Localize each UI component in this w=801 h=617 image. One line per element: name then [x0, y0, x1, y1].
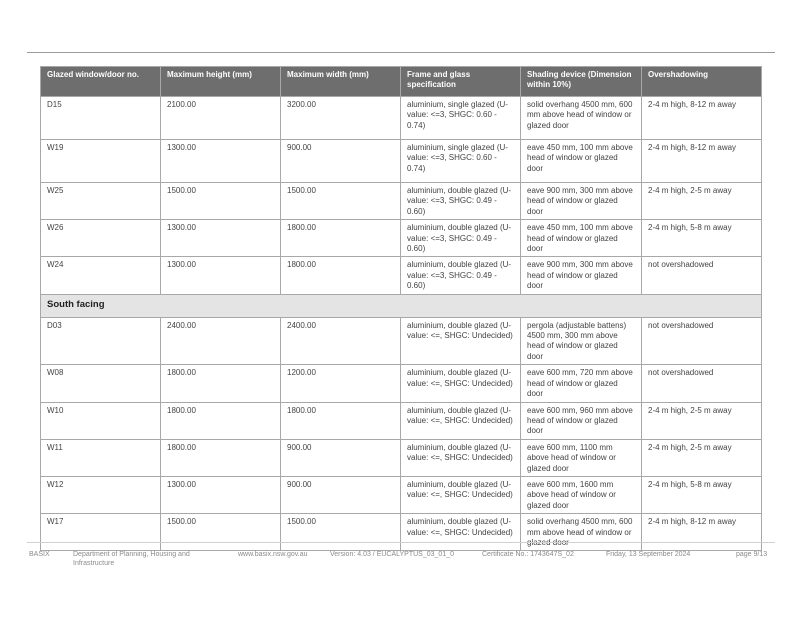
cell-frame-glass: aluminium, double glazed (U-value: <=, S… — [400, 438, 521, 477]
cell-frame-glass: aluminium, double glazed (U-value: <=, S… — [400, 316, 521, 366]
cell-overshadowing: 2-4 m high, 8-12 m away — [641, 513, 762, 552]
cell-shading: eave 450 mm, 100 mm above head of window… — [520, 139, 642, 183]
cell-glazed-no: W10 — [40, 401, 161, 440]
cell-overshadowing: 2-4 m high, 2-5 m away — [641, 401, 762, 440]
footer-page-number: page 9/13 — [736, 551, 768, 558]
footer-version: Version: 4.03 / EUCALYPTUS_03_01_0 — [330, 551, 455, 558]
cell-overshadowing: 2-4 m high, 2-5 m away — [641, 438, 762, 477]
cell-max-height: 2100.00 — [160, 96, 281, 140]
cell-max-height: 2400.00 — [160, 316, 281, 366]
cell-max-width: 1500.00 — [280, 181, 401, 221]
cell-shading: solid overhang 4500 mm, 600 mm above hea… — [520, 96, 642, 140]
cell-frame-glass: aluminium, double glazed (U-value: <=3, … — [400, 219, 521, 258]
cell-glazed-no: W17 — [40, 513, 161, 552]
cell-max-height: 1300.00 — [160, 256, 281, 295]
table-row: W24 1300.00 1800.00 aluminium, double gl… — [40, 256, 762, 295]
cell-glazed-no: W24 — [40, 256, 161, 295]
table-row: W12 1300.00 900.00 aluminium, double gla… — [40, 475, 762, 515]
cell-max-height: 1300.00 — [160, 219, 281, 258]
cell-overshadowing: 2-4 m high, 8-12 m away — [641, 96, 762, 140]
cell-max-width: 900.00 — [280, 475, 401, 515]
table-row: W19 1300.00 900.00 aluminium, single gla… — [40, 139, 762, 183]
cell-max-width: 3200.00 — [280, 96, 401, 140]
cell-frame-glass: aluminium, double glazed (U-value: <=, S… — [400, 364, 521, 403]
cell-shading: eave 900 mm, 300 mm above head of window… — [520, 181, 642, 221]
cell-frame-glass: aluminium, double glazed (U-value: <=, S… — [400, 475, 521, 515]
cell-max-height: 1800.00 — [160, 364, 281, 403]
bottom-divider — [27, 542, 775, 543]
table-row: W10 1800.00 1800.00 aluminium, double gl… — [40, 401, 762, 440]
cell-max-width: 1800.00 — [280, 256, 401, 295]
cell-max-width: 900.00 — [280, 438, 401, 477]
cell-shading: eave 600 mm, 720 mm above head of window… — [520, 364, 642, 403]
cell-max-height: 1500.00 — [160, 513, 281, 552]
cell-shading: eave 600 mm, 1600 mm above head of windo… — [520, 475, 642, 515]
cell-max-width: 1800.00 — [280, 401, 401, 440]
cell-overshadowing: not overshadowed — [641, 364, 762, 403]
cell-overshadowing: 2-4 m high, 5-8 m away — [641, 475, 762, 515]
cell-shading: eave 600 mm, 960 mm above head of window… — [520, 401, 642, 440]
cell-glazed-no: W25 — [40, 181, 161, 221]
cell-max-width: 1200.00 — [280, 364, 401, 403]
cell-max-height: 1800.00 — [160, 438, 281, 477]
cell-frame-glass: aluminium, double glazed (U-value: <=, S… — [400, 401, 521, 440]
cell-frame-glass: aluminium, single glazed (U-value: <=3, … — [400, 96, 521, 140]
footer-basix: BASIX — [29, 551, 50, 558]
cell-glazed-no: W12 — [40, 475, 161, 515]
header-max-height: Maximum height (mm) — [160, 66, 281, 97]
cell-glazed-no: W11 — [40, 438, 161, 477]
cell-shading: eave 900 mm, 300 mm above head of window… — [520, 256, 642, 295]
cell-overshadowing: 2-4 m high, 8-12 m away — [641, 139, 762, 183]
cell-frame-glass: aluminium, double glazed (U-value: <=, S… — [400, 513, 521, 552]
cell-overshadowing: not overshadowed — [641, 316, 762, 366]
cell-glazed-no: W19 — [40, 139, 161, 183]
cell-shading: solid overhang 4500 mm, 600 mm above hea… — [520, 513, 642, 552]
cell-glazed-no: W08 — [40, 364, 161, 403]
footer-date: Friday, 13 September 2024 — [606, 551, 691, 558]
table-row: W11 1800.00 900.00 aluminium, double gla… — [40, 438, 762, 477]
cell-max-height: 1300.00 — [160, 475, 281, 515]
footer-certificate: Certificate No.: 1743647S_02 — [482, 551, 574, 558]
header-max-width: Maximum width (mm) — [280, 66, 401, 97]
header-shading: Shading device (Dimension within 10%) — [520, 66, 642, 97]
cell-shading: eave 600 mm, 1100 mm above head of windo… — [520, 438, 642, 477]
cell-max-height: 1300.00 — [160, 139, 281, 183]
header-frame-glass: Frame and glass specification — [400, 66, 521, 97]
header-overshadowing: Overshadowing — [641, 66, 762, 97]
cell-max-width: 1800.00 — [280, 219, 401, 258]
cell-max-width: 2400.00 — [280, 316, 401, 366]
header-glazed-no: Glazed window/door no. — [40, 66, 161, 97]
cell-overshadowing: 2-4 m high, 2-5 m away — [641, 181, 762, 221]
cell-overshadowing: 2-4 m high, 5-8 m away — [641, 219, 762, 258]
table-row: W26 1300.00 1800.00 aluminium, double gl… — [40, 219, 762, 258]
table-row: W08 1800.00 1200.00 aluminium, double gl… — [40, 364, 762, 403]
cell-max-height: 1500.00 — [160, 181, 281, 221]
section-title: South facing — [40, 293, 762, 318]
cell-glazed-no: W26 — [40, 219, 161, 258]
cell-shading: pergola (adjustable battens) 4500 mm, 30… — [520, 316, 642, 366]
cell-shading: eave 450 mm, 100 mm above head of window… — [520, 219, 642, 258]
table-row: D15 2100.00 3200.00 aluminium, single gl… — [40, 96, 762, 140]
footer-department: Department of Planning, Housing and Infr… — [73, 551, 190, 567]
cell-glazed-no: D15 — [40, 96, 161, 140]
cell-max-height: 1800.00 — [160, 401, 281, 440]
section-row-south-facing: South facing — [40, 293, 762, 318]
table-header-row: Glazed window/door no. Maximum height (m… — [40, 66, 762, 97]
table-row: W25 1500.00 1500.00 aluminium, double gl… — [40, 181, 762, 221]
table-row: W17 1500.00 1500.00 aluminium, double gl… — [40, 513, 762, 552]
cell-frame-glass: aluminium, single glazed (U-value: <=3, … — [400, 139, 521, 183]
cell-max-width: 900.00 — [280, 139, 401, 183]
table-row: D03 2400.00 2400.00 aluminium, double gl… — [40, 316, 762, 366]
glazing-table: Glazed window/door no. Maximum height (m… — [40, 66, 762, 552]
cell-max-width: 1500.00 — [280, 513, 401, 552]
footer-website[interactable]: www.basix.nsw.gov.au — [238, 551, 308, 558]
cell-frame-glass: aluminium, double glazed (U-value: <=3, … — [400, 256, 521, 295]
cell-overshadowing: not overshadowed — [641, 256, 762, 295]
cell-frame-glass: aluminium, double glazed (U-value: <=3, … — [400, 181, 521, 221]
cell-glazed-no: D03 — [40, 316, 161, 366]
top-divider — [27, 52, 775, 53]
